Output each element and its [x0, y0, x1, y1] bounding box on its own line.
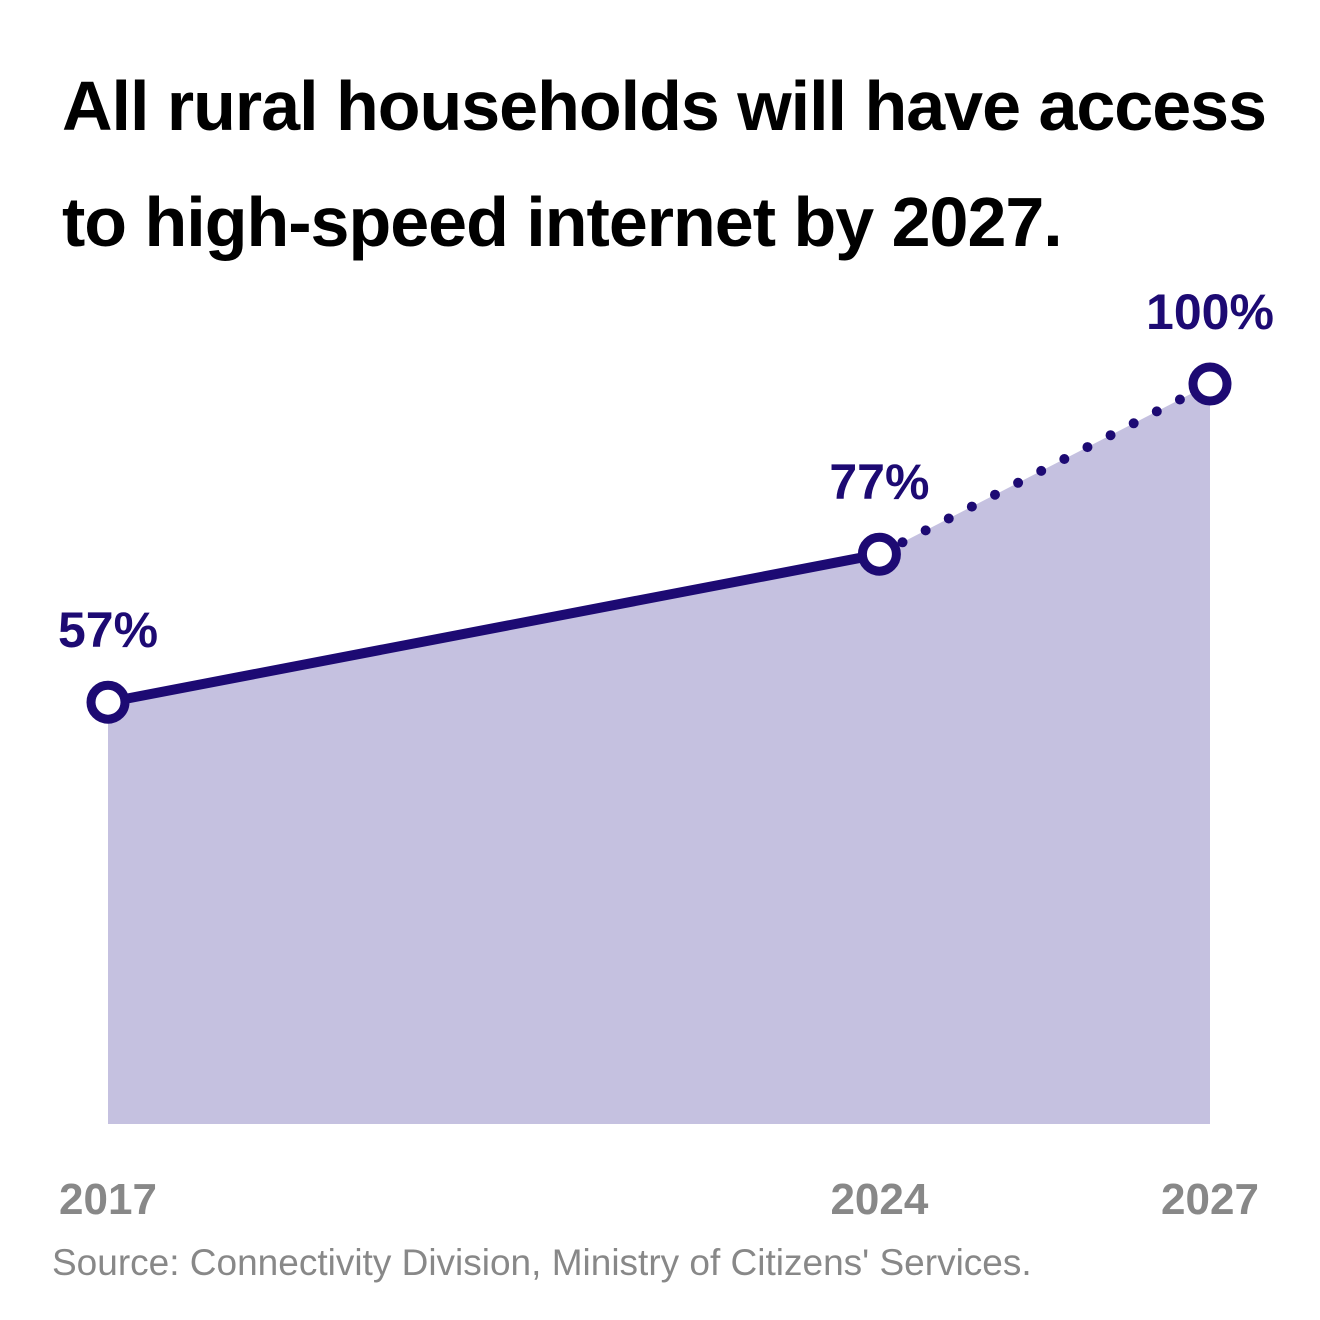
- data-label-2017: 57%: [58, 602, 158, 658]
- data-label-2027: 100%: [1146, 284, 1274, 340]
- source-note: Source: Connectivity Division, Ministry …: [52, 1242, 1032, 1283]
- data-point-2024: [857, 532, 901, 576]
- x-tick-label-2017: 2017: [59, 1175, 157, 1224]
- series-line-actual: [103, 549, 885, 708]
- chart-title: All rural households will have access to…: [62, 67, 1267, 261]
- x-tick-label-2027: 2027: [1161, 1175, 1259, 1224]
- data-label-2024: 77%: [829, 454, 929, 510]
- area-fill: [108, 384, 1210, 1124]
- data-point-2017: [86, 680, 130, 724]
- data-point-2027: [1188, 362, 1232, 406]
- x-tick-label-2024: 2024: [830, 1175, 928, 1224]
- series-line-projected: [874, 379, 1215, 560]
